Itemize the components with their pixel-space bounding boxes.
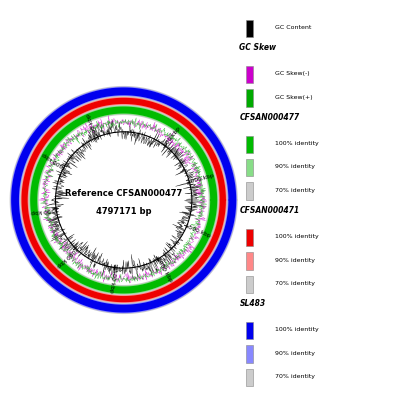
Polygon shape — [30, 106, 217, 294]
Text: 3000 kbp: 3000 kbp — [55, 245, 79, 268]
Polygon shape — [21, 97, 227, 303]
Bar — [246, 276, 253, 293]
Text: 4797171 bp: 4797171 bp — [96, 207, 152, 216]
Bar — [246, 20, 253, 37]
Text: GC Skew: GC Skew — [239, 43, 277, 52]
Bar — [246, 252, 253, 270]
Text: 70% identity: 70% identity — [275, 374, 314, 379]
Text: 4000 kbp: 4000 kbp — [41, 151, 68, 169]
Text: CFSAN000471: CFSAN000471 — [239, 206, 300, 215]
Polygon shape — [11, 88, 236, 312]
Bar — [246, 89, 253, 107]
Bar — [246, 66, 253, 83]
Polygon shape — [10, 87, 237, 313]
Polygon shape — [22, 98, 225, 302]
Text: Reference CFSAN000477: Reference CFSAN000477 — [65, 189, 182, 198]
Text: 90% identity: 90% identity — [275, 258, 314, 262]
Text: 90% identity: 90% identity — [275, 351, 314, 356]
Text: 90% identity: 90% identity — [275, 164, 314, 170]
Bar — [246, 182, 253, 200]
Bar — [246, 346, 253, 363]
Text: 4500 kbp: 4500 kbp — [86, 112, 101, 140]
Text: 100% identity: 100% identity — [275, 234, 318, 239]
Text: GC Content: GC Content — [275, 25, 311, 30]
Text: GC Skew(-): GC Skew(-) — [275, 71, 309, 76]
Text: 100% identity: 100% identity — [275, 141, 318, 146]
Text: 1500 kbp: 1500 kbp — [184, 223, 211, 238]
Text: 70% identity: 70% identity — [275, 281, 314, 286]
Text: 1000 kbp: 1000 kbp — [187, 173, 215, 185]
Text: CFSAN000477: CFSAN000477 — [239, 113, 300, 122]
Text: GC Skew(+): GC Skew(+) — [275, 95, 312, 100]
Text: 500 kbp: 500 kbp — [163, 126, 182, 148]
Bar — [246, 322, 253, 340]
Bar — [246, 229, 253, 246]
Polygon shape — [30, 106, 218, 294]
Polygon shape — [31, 107, 216, 293]
Polygon shape — [12, 88, 235, 312]
Text: 100% identity: 100% identity — [275, 328, 318, 332]
Text: 3500 kbp: 3500 kbp — [30, 206, 58, 214]
Text: 70% identity: 70% identity — [275, 188, 314, 193]
Bar — [246, 159, 253, 176]
Text: 2500 kbp: 2500 kbp — [109, 265, 117, 294]
Text: 2000 kbp: 2000 kbp — [154, 256, 173, 283]
Bar — [246, 136, 253, 153]
Polygon shape — [22, 98, 226, 302]
Bar — [246, 369, 253, 386]
Text: SL483: SL483 — [239, 299, 265, 308]
